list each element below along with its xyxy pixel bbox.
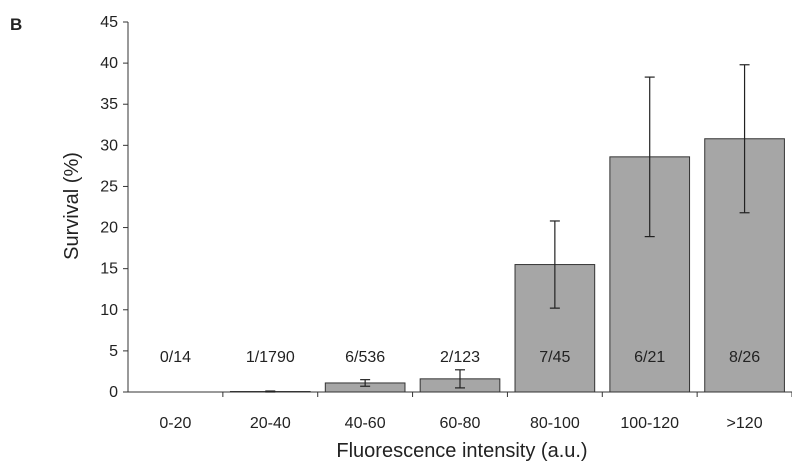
bars — [229, 138, 785, 393]
ratio-label: 1/1790 — [246, 349, 295, 366]
ratio-label: 8/26 — [729, 349, 760, 366]
error-bar — [265, 390, 276, 393]
ratio-label: 7/45 — [539, 349, 570, 366]
x-tick-label: 100-120 — [620, 415, 679, 432]
error-bar — [360, 379, 371, 387]
ratio-label: 6/21 — [634, 349, 665, 366]
y-axis-title: Survival (%) — [61, 152, 83, 260]
panel-label: B — [10, 15, 22, 34]
x-tick-label: 20-40 — [250, 415, 291, 432]
y-tick-label: 25 — [100, 178, 118, 195]
x-tick-label: 0-20 — [159, 415, 191, 432]
ratio-label: 6/536 — [345, 349, 385, 366]
error-bar — [739, 64, 750, 214]
y-tick-label: 5 — [109, 343, 118, 360]
y-tick-label: 15 — [100, 261, 118, 278]
y-tick-label: 35 — [100, 96, 118, 113]
y-tick-label: 40 — [100, 55, 118, 72]
x-tick-label: 80-100 — [530, 415, 580, 432]
x-tick-label: 60-80 — [440, 415, 481, 432]
error-bar — [455, 369, 465, 389]
y-tick-label: 20 — [100, 220, 118, 237]
y-tick-label: 45 — [100, 14, 118, 31]
y-tick-label: 30 — [100, 137, 118, 154]
ratio-label: 0/14 — [160, 349, 191, 366]
x-axis: 0-20 20-40 40-60 60-80 80-100 100-120 >120 — [128, 391, 792, 432]
y-tick-label: 0 — [109, 384, 118, 401]
error-bar — [644, 76, 655, 238]
y-tick-label: 10 — [100, 302, 118, 319]
ratio-label: 2/123 — [440, 349, 480, 366]
ratio-labels: 0/14 1/1790 6/536 2/123 7/45 6/21 8/26 — [160, 349, 760, 366]
x-axis-title: Fluorescence intensity (a.u.) — [336, 440, 587, 462]
x-tick-label: 40-60 — [345, 415, 386, 432]
y-axis: 0 5 10 15 20 25 30 35 40 45 — [100, 14, 129, 401]
x-tick-label: >120 — [727, 415, 763, 432]
error-bars — [265, 64, 750, 393]
error-bar — [549, 220, 560, 309]
